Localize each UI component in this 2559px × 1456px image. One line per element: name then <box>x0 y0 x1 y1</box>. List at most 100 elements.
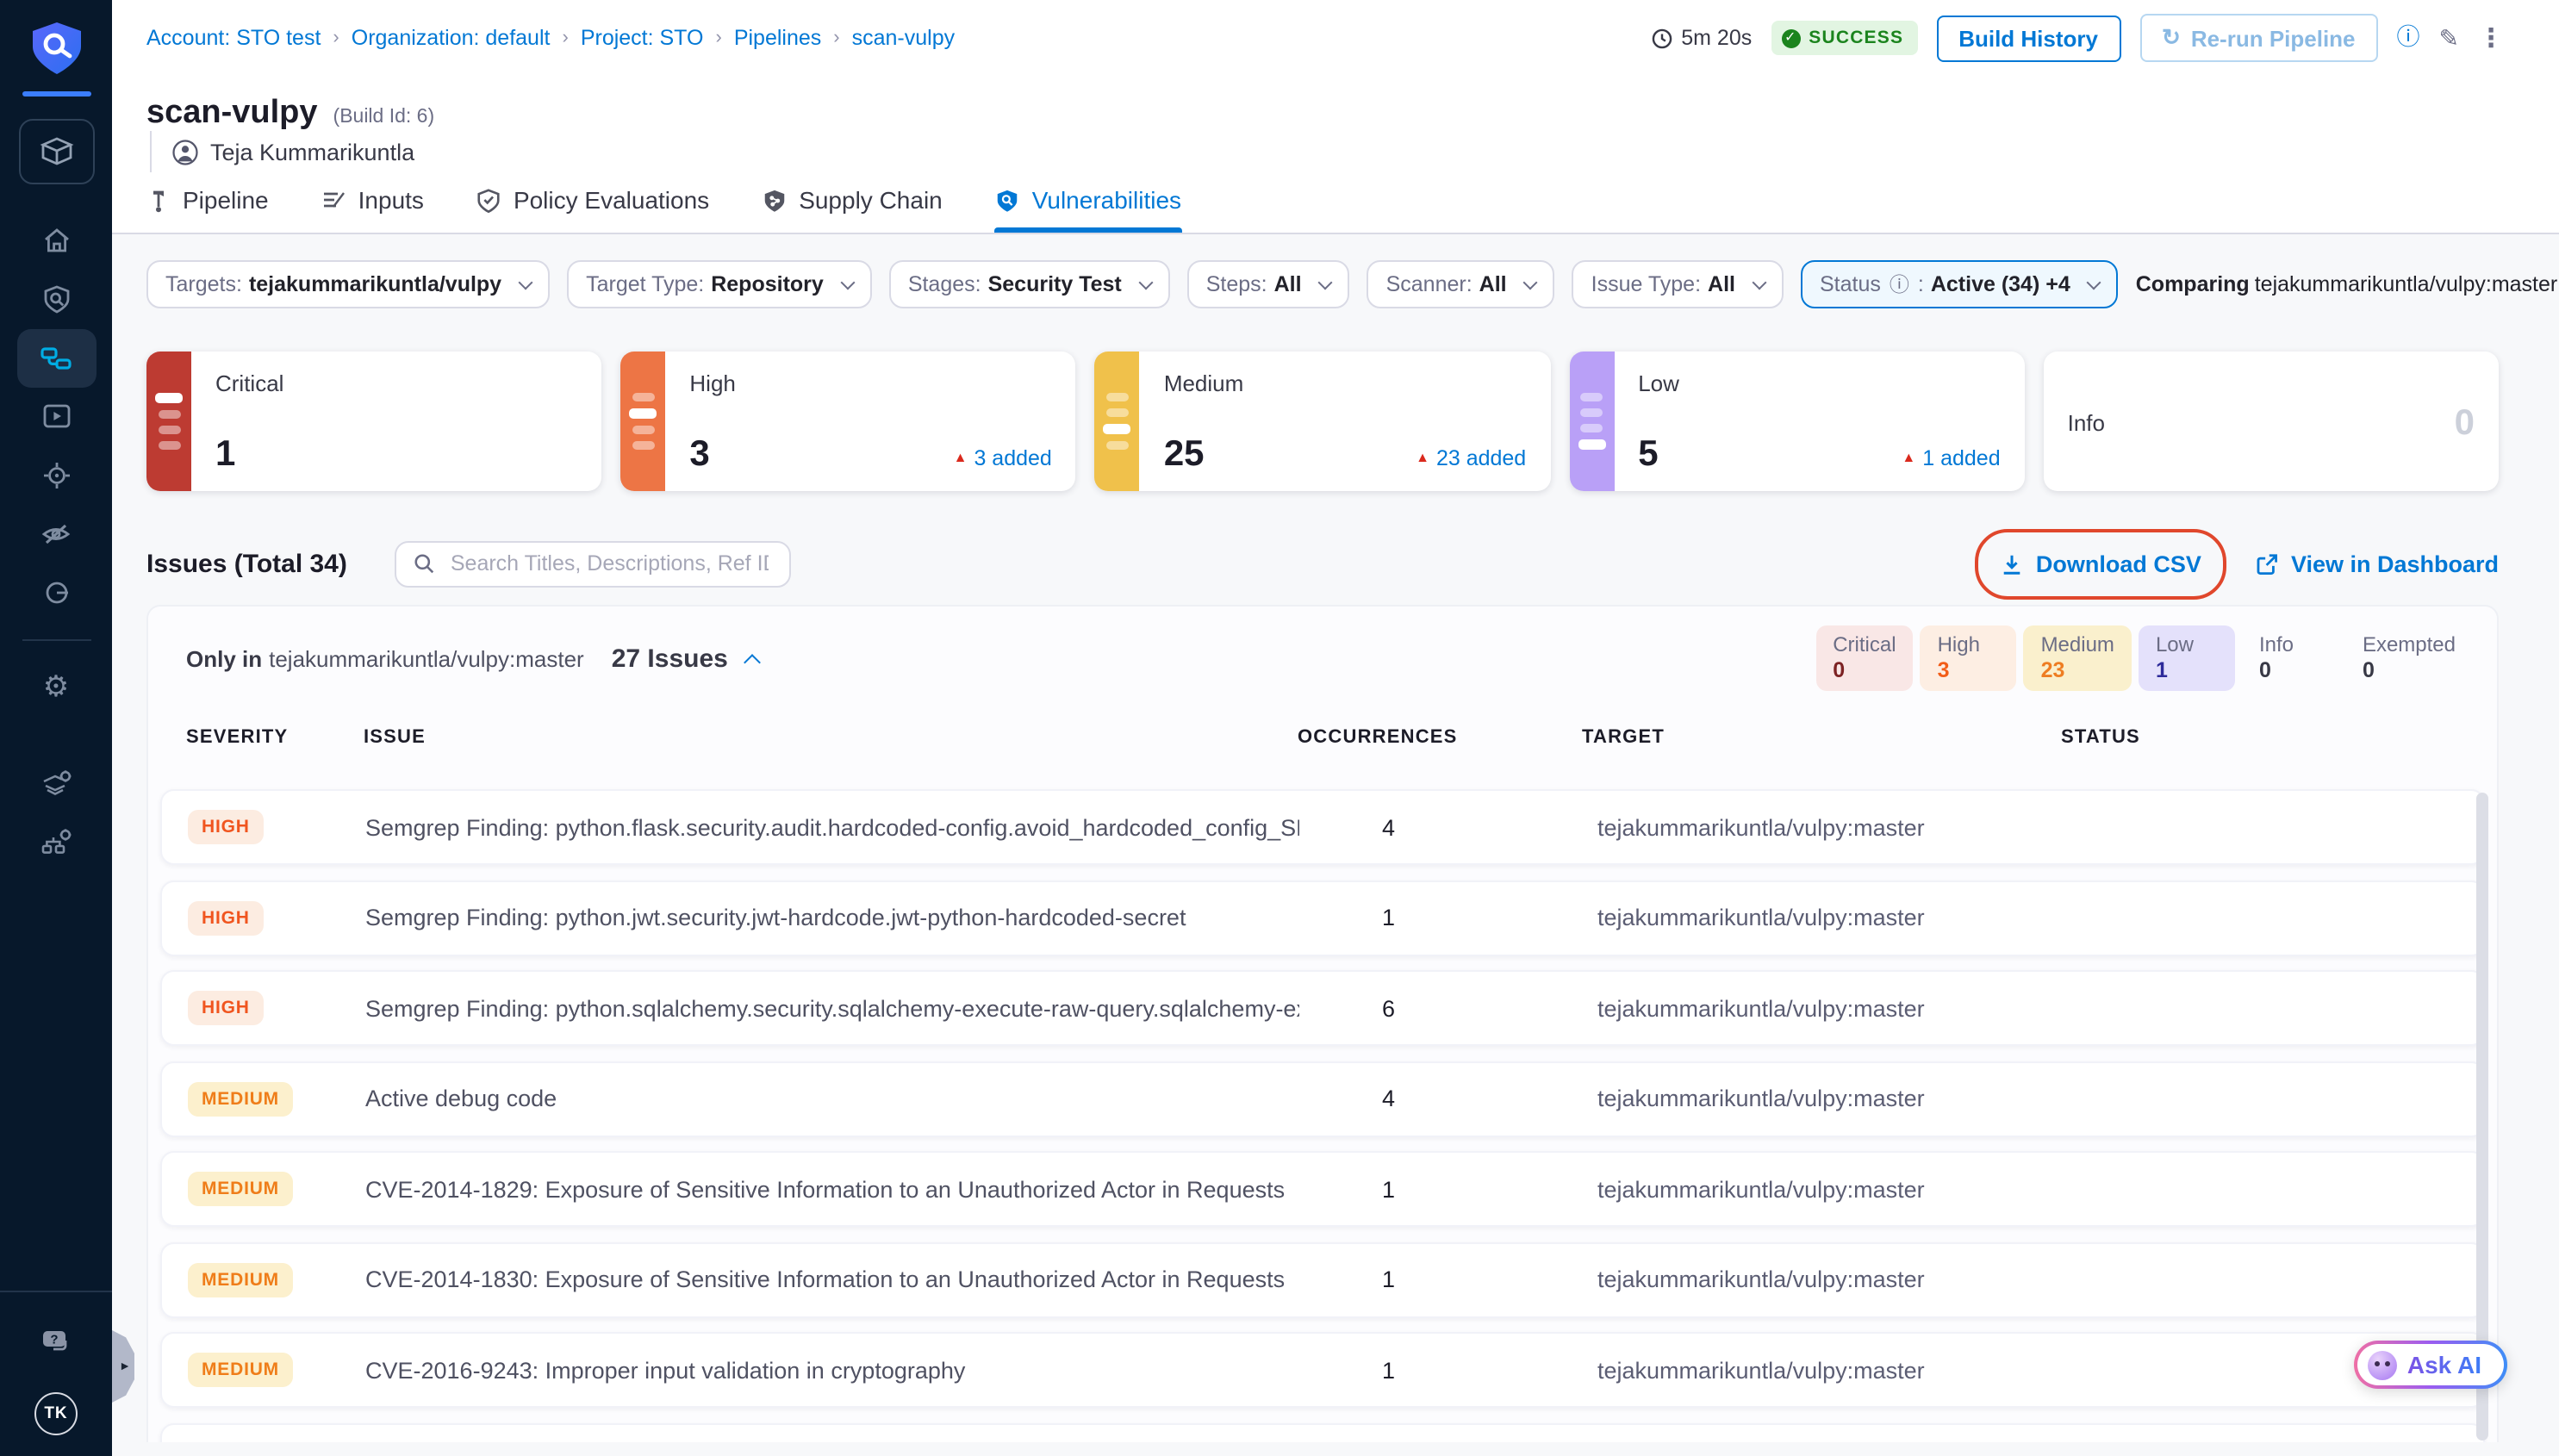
external-link-icon <box>2257 552 2279 575</box>
help-chat-button[interactable]: ? <box>16 1313 96 1372</box>
download-csv-button[interactable]: Download CSV <box>2002 551 2201 576</box>
low-card[interactable]: Low 5 ▲1 added <box>1569 352 2024 491</box>
tab-policy-evaluations[interactable]: Policy Evaluations <box>476 186 709 233</box>
refresh-icon: ↻ <box>2162 24 2181 52</box>
chip-critical[interactable]: Critical 0 <box>1815 625 1913 691</box>
chip-medium[interactable]: Medium 23 <box>2024 625 2132 691</box>
chevron-down-icon <box>519 275 533 289</box>
chevron-down-icon <box>1138 275 1153 289</box>
nav-tokens[interactable] <box>16 563 96 621</box>
table-row[interactable]: MEDIUM CVE-2016-9243: Improper input val… <box>160 1332 2485 1408</box>
nav-settings[interactable]: ⚙ <box>16 657 96 716</box>
table-row[interactable]: MEDIUM CVE-2014-1830: Exposure of Sensit… <box>160 1241 2485 1317</box>
filter-target-type[interactable]: Target Type: Repository <box>567 260 872 308</box>
rerun-pipeline-button[interactable]: ↻ Re-run Pipeline <box>2139 14 2378 62</box>
table-row[interactable]: MEDIUM CVE-2014-1829: Exposure of Sensit… <box>160 1151 2485 1227</box>
breadcrumb-account[interactable]: Account: STO test <box>146 26 321 50</box>
col-issue: ISSUE <box>364 727 1298 748</box>
chip-high[interactable]: High 3 <box>1921 625 2017 691</box>
info-card[interactable]: Info 0 <box>2044 352 2499 491</box>
tab-vulnerabilities[interactable]: Vulnerabilities <box>994 186 1181 233</box>
triangle-up-icon: ▲ <box>954 450 968 465</box>
target-crosshair-icon <box>40 459 72 490</box>
page: ⚙ <box>0 0 2559 1456</box>
chip-info[interactable]: Info 0 <box>2242 625 2338 691</box>
build-history-button[interactable]: Build History <box>1936 15 2120 61</box>
chevron-down-icon <box>840 275 855 289</box>
tab-inputs[interactable]: Inputs <box>321 186 424 233</box>
critical-card[interactable]: Critical 1 <box>146 352 601 491</box>
filter-scanner[interactable]: Scanner: All <box>1367 260 1555 308</box>
ask-ai-button[interactable]: Ask AI <box>2354 1341 2507 1389</box>
table-row[interactable]: MEDIUM CVE-2017-11424: PyJWT vulnerable … <box>160 1422 2485 1442</box>
filter-steps[interactable]: Steps: All <box>1187 260 1350 308</box>
nav-default-settings[interactable] <box>16 754 96 812</box>
target: tejakummarikuntla/vulpy:master <box>1584 995 2063 1021</box>
info-icon: ⓘ <box>1890 271 1909 298</box>
filters-row: Targets: tejakummarikuntla/vulpy Target … <box>146 260 2499 308</box>
more-options-icon[interactable]: ⋮ <box>2478 25 2504 51</box>
download-icon <box>2002 552 2024 575</box>
filter-stages[interactable]: Stages: Security Test <box>889 260 1170 308</box>
main-area: Account: STO test › Organization: defaul… <box>112 0 2559 1456</box>
issues-search[interactable] <box>395 540 792 587</box>
breadcrumb-separator: › <box>821 28 851 48</box>
issue-title: CVE-2014-1829: Exposure of Sensitive Inf… <box>365 1176 1299 1202</box>
nav-overview[interactable] <box>16 270 96 328</box>
high-card[interactable]: High 3 ▲3 added <box>620 352 1075 491</box>
breadcrumb-project[interactable]: Project: STO <box>581 26 704 50</box>
policy-shield-check-icon <box>476 187 501 213</box>
module-selector-button[interactable] <box>18 118 94 184</box>
info-icon[interactable]: ⓘ <box>2397 27 2420 50</box>
breadcrumb-pipelines[interactable]: Pipelines <box>734 26 821 50</box>
chevron-up-icon[interactable] <box>744 654 762 671</box>
view-in-dashboard-button[interactable]: View in Dashboard <box>2257 551 2499 576</box>
issues-rows: HIGH Semgrep Finding: python.flask.secur… <box>148 789 2497 1442</box>
status-badge: ✓ SUCCESS <box>1771 21 1917 55</box>
target: tejakummarikuntla/vulpy:master <box>1584 1266 2063 1292</box>
target: tejakummarikuntla/vulpy:master <box>1584 814 2063 840</box>
table-row[interactable]: HIGH Semgrep Finding: python.sqlalchemy.… <box>160 970 2485 1046</box>
chip-low[interactable]: Low 1 <box>2139 625 2235 691</box>
medium-card[interactable]: Medium 25 ▲23 added <box>1095 352 1550 491</box>
occurrences: 1 <box>1299 1176 1584 1202</box>
severity-badge: MEDIUM <box>188 1262 293 1297</box>
issue-title: Semgrep Finding: python.sqlalchemy.secur… <box>365 995 1299 1021</box>
nav-executions[interactable] <box>16 387 96 445</box>
search-icon <box>414 553 435 574</box>
gear-icon: ⚙ <box>43 672 70 701</box>
table-row[interactable]: HIGH Semgrep Finding: python.flask.secur… <box>160 789 2485 865</box>
tab-supply-chain[interactable]: Supply Chain <box>761 186 943 233</box>
issues-panel: Only intejakummarikuntla/vulpy:master 27… <box>146 605 2499 1442</box>
table-row[interactable]: MEDIUM Active debug code 4 tejakummariku… <box>160 1061 2485 1136</box>
severity-badge: MEDIUM <box>188 1353 293 1387</box>
breadcrumb-pipeline-name[interactable]: scan-vulpy <box>852 26 956 50</box>
chip-exempted[interactable]: Exempted 0 <box>2345 625 2473 691</box>
nav-pipelines[interactable] <box>16 328 96 387</box>
occurrences: 1 <box>1299 1357 1584 1383</box>
filter-issue-type[interactable]: Issue Type: All <box>1572 260 1784 308</box>
nav-organization-settings[interactable] <box>16 812 96 871</box>
issue-title: Active debug code <box>365 1086 1299 1111</box>
breadcrumb-separator: › <box>550 28 580 48</box>
shield-search-icon <box>40 283 72 314</box>
target: tejakummarikuntla/vulpy:master <box>1584 905 2063 930</box>
user-avatar[interactable]: TK <box>34 1392 78 1435</box>
person-icon <box>172 139 198 165</box>
nav-home[interactable] <box>16 211 96 270</box>
sto-shield-logo[interactable] <box>27 21 85 76</box>
breadcrumb-organization[interactable]: Organization: default <box>352 26 551 50</box>
ai-mascot-icon <box>2368 1350 2397 1379</box>
nav-targets[interactable] <box>16 445 96 504</box>
tab-pipeline[interactable]: Pipeline <box>146 186 269 233</box>
edit-pipeline-icon[interactable]: ✎ <box>2439 26 2459 50</box>
table-header: SEVERITY ISSUE OCCURRENCES TARGET STATUS <box>148 727 2497 748</box>
filter-status[interactable]: Status ⓘ : Active (34) +4 <box>1801 260 2119 308</box>
table-row[interactable]: HIGH Semgrep Finding: python.jwt.securit… <box>160 880 2485 955</box>
nav-baselines[interactable] <box>16 504 96 563</box>
eye-off-icon <box>40 518 72 549</box>
svg-text:?: ? <box>49 1333 57 1347</box>
sidebar-bottom: ? TK <box>0 1273 112 1456</box>
search-input[interactable] <box>447 550 773 577</box>
filter-targets[interactable]: Targets: tejakummarikuntla/vulpy <box>146 260 550 308</box>
